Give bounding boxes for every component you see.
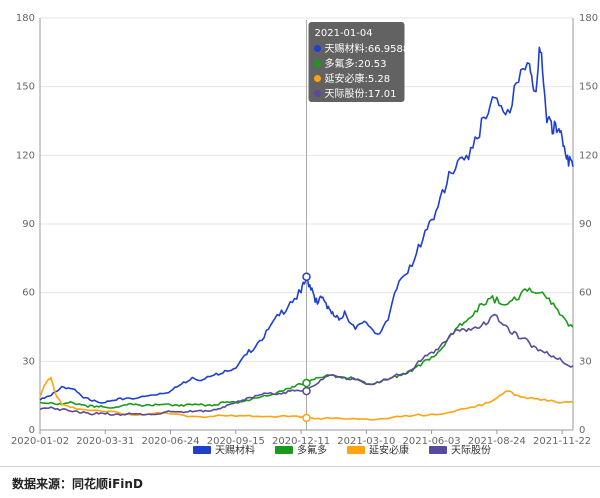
chart-container: 0 0 30 30 60 60 90 90 120 120 150 150 180 180 2020-01-… <box>11 13 598 457</box>
tooltip-marker <box>302 413 311 423</box>
tooltip-marker <box>302 386 311 396</box>
x-tick-label: 2021-06-03 <box>403 436 461 447</box>
source-footer: 数据来源：同花顺iFinD <box>0 466 600 498</box>
y-tick-label-right: 120 <box>579 150 598 161</box>
tooltip-marker <box>302 378 311 388</box>
legend-swatch <box>429 446 447 454</box>
x-tick-label: 2020-01-02 <box>11 436 69 447</box>
y-tick-label-right: 60 <box>579 288 592 299</box>
y-tick-label-left: 60 <box>22 288 35 299</box>
y-tick-label-left: 150 <box>16 82 35 93</box>
tooltip-box <box>308 22 405 102</box>
tooltip-item: 天赐材料:66.9588 <box>325 42 410 55</box>
y-tick-label-right: 150 <box>579 82 598 93</box>
tooltip-item: 天际股份:17.01 <box>325 88 397 100</box>
x-tick-label: 2020-06-24 <box>141 436 199 447</box>
y-tick-label-left: 120 <box>16 150 35 161</box>
x-tick-label: 2020-09-15 <box>207 436 265 447</box>
y-tick-label-left: 30 <box>22 356 35 367</box>
tooltip-dot <box>314 45 321 52</box>
legend-swatch <box>347 446 365 454</box>
tooltip-date: 2021-01-04 <box>315 28 373 39</box>
y-tick-label-right: 180 <box>579 13 598 24</box>
line-chart: 0 0 30 30 60 60 90 90 120 120 150 150 180 180 2020-01-… <box>11 13 598 457</box>
x-tick-label: 2021-11-22 <box>533 436 591 447</box>
y-tick-label-right: 90 <box>579 219 592 230</box>
tooltip-item: 延安必康:5.28 <box>325 72 391 85</box>
tooltip-dot <box>314 75 321 82</box>
legend-label: 多氟多 <box>297 444 327 457</box>
legend-label: 天际股份 <box>451 445 491 457</box>
tooltip-dot <box>314 90 321 97</box>
y-tick-label-right: 30 <box>579 356 592 367</box>
y-tick-label-left: 90 <box>22 219 35 230</box>
tooltip-marker <box>302 272 311 281</box>
tooltip-item: 多氟多:20.53 <box>325 57 387 70</box>
y-tick-label-left: 180 <box>16 13 35 24</box>
y-tick-label-left: 0 <box>29 425 35 436</box>
legend-label: 天赐材料 <box>215 444 255 457</box>
x-tick-label: 2021-03-10 <box>337 436 395 447</box>
x-tick-label: 2020-12-11 <box>272 436 330 447</box>
legend-label: 延安必康 <box>369 444 409 457</box>
x-tick-label: 2021-08-24 <box>468 436 526 447</box>
legend-swatch <box>193 446 211 454</box>
series-line-2 <box>39 376 574 421</box>
legend-swatch <box>275 446 293 454</box>
source-label: 数据来源：同花顺iFinD <box>12 477 143 491</box>
series-line-0 <box>39 46 574 404</box>
y-tick-label-right: 0 <box>579 425 585 436</box>
x-tick-label: 2020-03-31 <box>76 436 134 447</box>
tooltip-dot <box>314 60 321 67</box>
